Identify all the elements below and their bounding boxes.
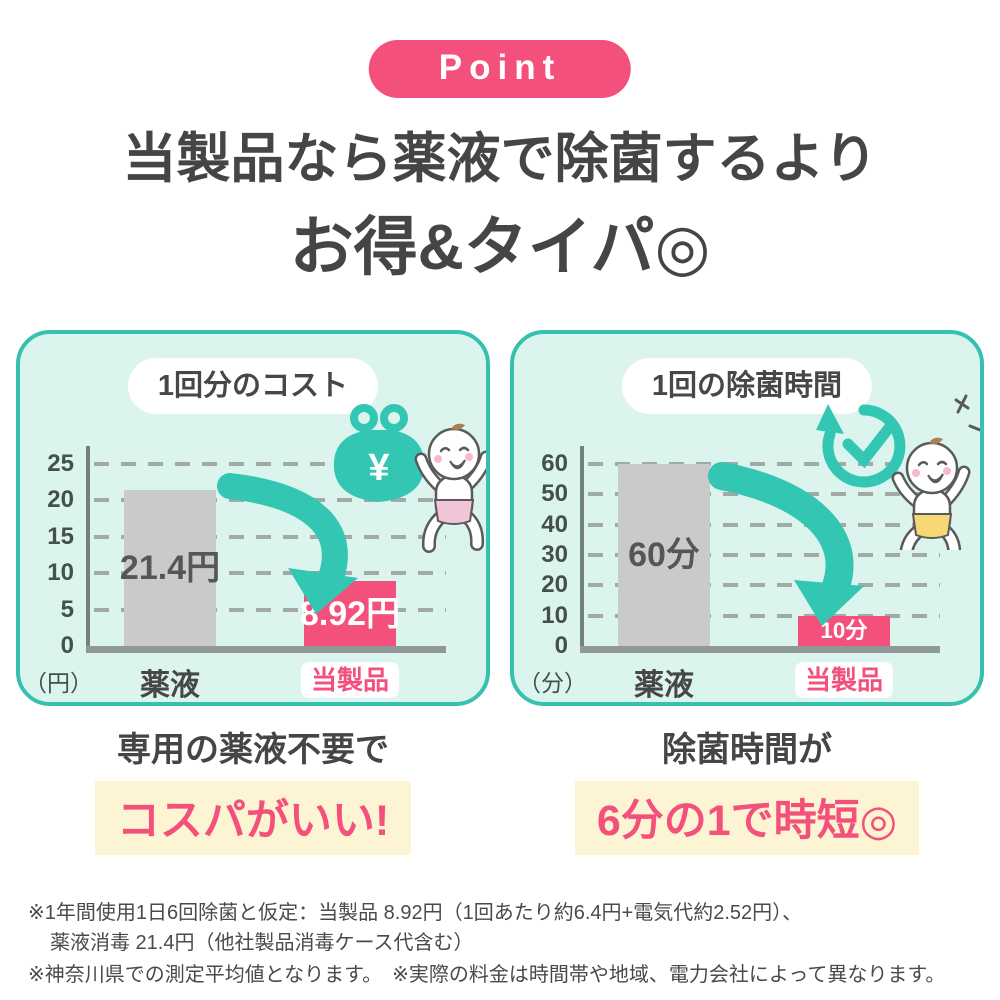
y-axis-line xyxy=(580,446,584,650)
y-tick-label: 25 xyxy=(47,450,74,477)
gridline xyxy=(588,613,940,618)
heading-line-1: 当製品なら薬液で除菌するより xyxy=(122,129,878,189)
cost-bar-chart: （円） ¥ xyxy=(20,334,486,702)
y-tick-label: 15 xyxy=(47,522,74,550)
cost-caption-highlight: コスパがいい! xyxy=(94,781,412,855)
x-category-label: 薬液 xyxy=(100,660,240,702)
y-tick-label: 0 xyxy=(60,632,74,659)
timer-check-and-baby-illustration xyxy=(816,394,980,550)
decrease-arrow-icon xyxy=(217,473,358,614)
bar-薬液: 60分 xyxy=(618,464,710,646)
y-tick-label: 20 xyxy=(541,571,568,599)
cost-panel: （円） ¥ xyxy=(16,330,490,706)
x-axis-line xyxy=(86,646,446,653)
x-category-label-text: 当製品 xyxy=(300,662,399,698)
gridline xyxy=(588,583,940,588)
footnote-2: 薬液消毒 21.4円（他社製品消毒ケース代含む） xyxy=(50,932,474,954)
heading-line-2: お得&タイパ◎ xyxy=(289,211,711,283)
svg-text:¥: ¥ xyxy=(368,447,389,489)
y-tick-label: 10 xyxy=(541,601,568,629)
time-caption-highlight: 6分の1で時短◎ xyxy=(574,781,920,855)
x-category-label: 当製品 xyxy=(774,660,914,698)
y-tick-label: 5 xyxy=(60,595,74,623)
x-category-label-text: 当製品 xyxy=(794,662,893,698)
time-chart-title: 1回の除菌時間 xyxy=(621,358,873,414)
cost-chart-title: 1回分のコスト xyxy=(127,358,379,414)
gridline xyxy=(588,522,940,527)
y-tick-label: 60 xyxy=(541,450,568,477)
cost-caption-text: 専用の薬液不要で xyxy=(117,731,389,769)
point-badge: Point xyxy=(368,40,632,98)
y-tick-label: 30 xyxy=(541,541,568,568)
bar-薬液: 21.4円 xyxy=(120,490,220,646)
time-panel: （分） xyxy=(510,330,984,706)
timer-check-icon xyxy=(816,404,906,488)
footnote-1: ※1年間使用1日6回除菌と仮定：当製品 8.92円（1回あたり約6.4円+電気代… xyxy=(28,902,803,924)
y-axis-unit-label: （分） xyxy=(518,670,587,696)
footnote-3: ※神奈川県での測定平均値となります。 ※実際の料金は時間帯や地域、電力会社によっ… xyxy=(28,964,946,986)
gridline xyxy=(94,462,446,466)
y-axis-line xyxy=(86,446,90,650)
gridline xyxy=(94,534,446,539)
gridline xyxy=(588,553,940,557)
x-category-label: 当製品 xyxy=(280,660,420,698)
y-tick-label: 0 xyxy=(554,632,568,659)
cost-caption: 専用の薬液不要で コスパがいい! xyxy=(16,722,490,855)
gridline xyxy=(94,607,446,612)
x-axis-line xyxy=(580,646,940,653)
y-axis-unit-label: （円） xyxy=(24,670,93,696)
x-category-label: 薬液 xyxy=(594,660,734,702)
x-category-label-text: 薬液 xyxy=(634,669,694,702)
gridline xyxy=(94,571,446,576)
bar-当製品: 10分 xyxy=(798,615,890,646)
y-tick-label: 40 xyxy=(541,510,568,538)
x-category-label-text: 薬液 xyxy=(140,669,200,702)
coin-purse-and-baby-illustration: ¥ xyxy=(333,404,486,553)
bar-value-label: 21.4円 xyxy=(119,549,221,588)
sparkle-icon xyxy=(954,394,980,432)
coin-purse-icon: ¥ xyxy=(333,404,425,502)
y-tick-label: 20 xyxy=(47,486,74,514)
y-tick-label: 10 xyxy=(47,559,74,587)
decrease-arrow-icon xyxy=(708,462,864,626)
time-caption: 除菌時間が 6分の1で時短◎ xyxy=(510,722,984,855)
gridline xyxy=(588,462,940,466)
baby-figure xyxy=(891,437,971,550)
baby-figure xyxy=(414,423,486,553)
bar-value-label: 60分 xyxy=(628,536,700,574)
time-bar-chart: （分） xyxy=(514,334,980,702)
bar-value-label: 10分 xyxy=(820,617,868,643)
time-caption-text: 除菌時間が xyxy=(662,731,832,769)
y-tick-label: 50 xyxy=(541,480,568,508)
